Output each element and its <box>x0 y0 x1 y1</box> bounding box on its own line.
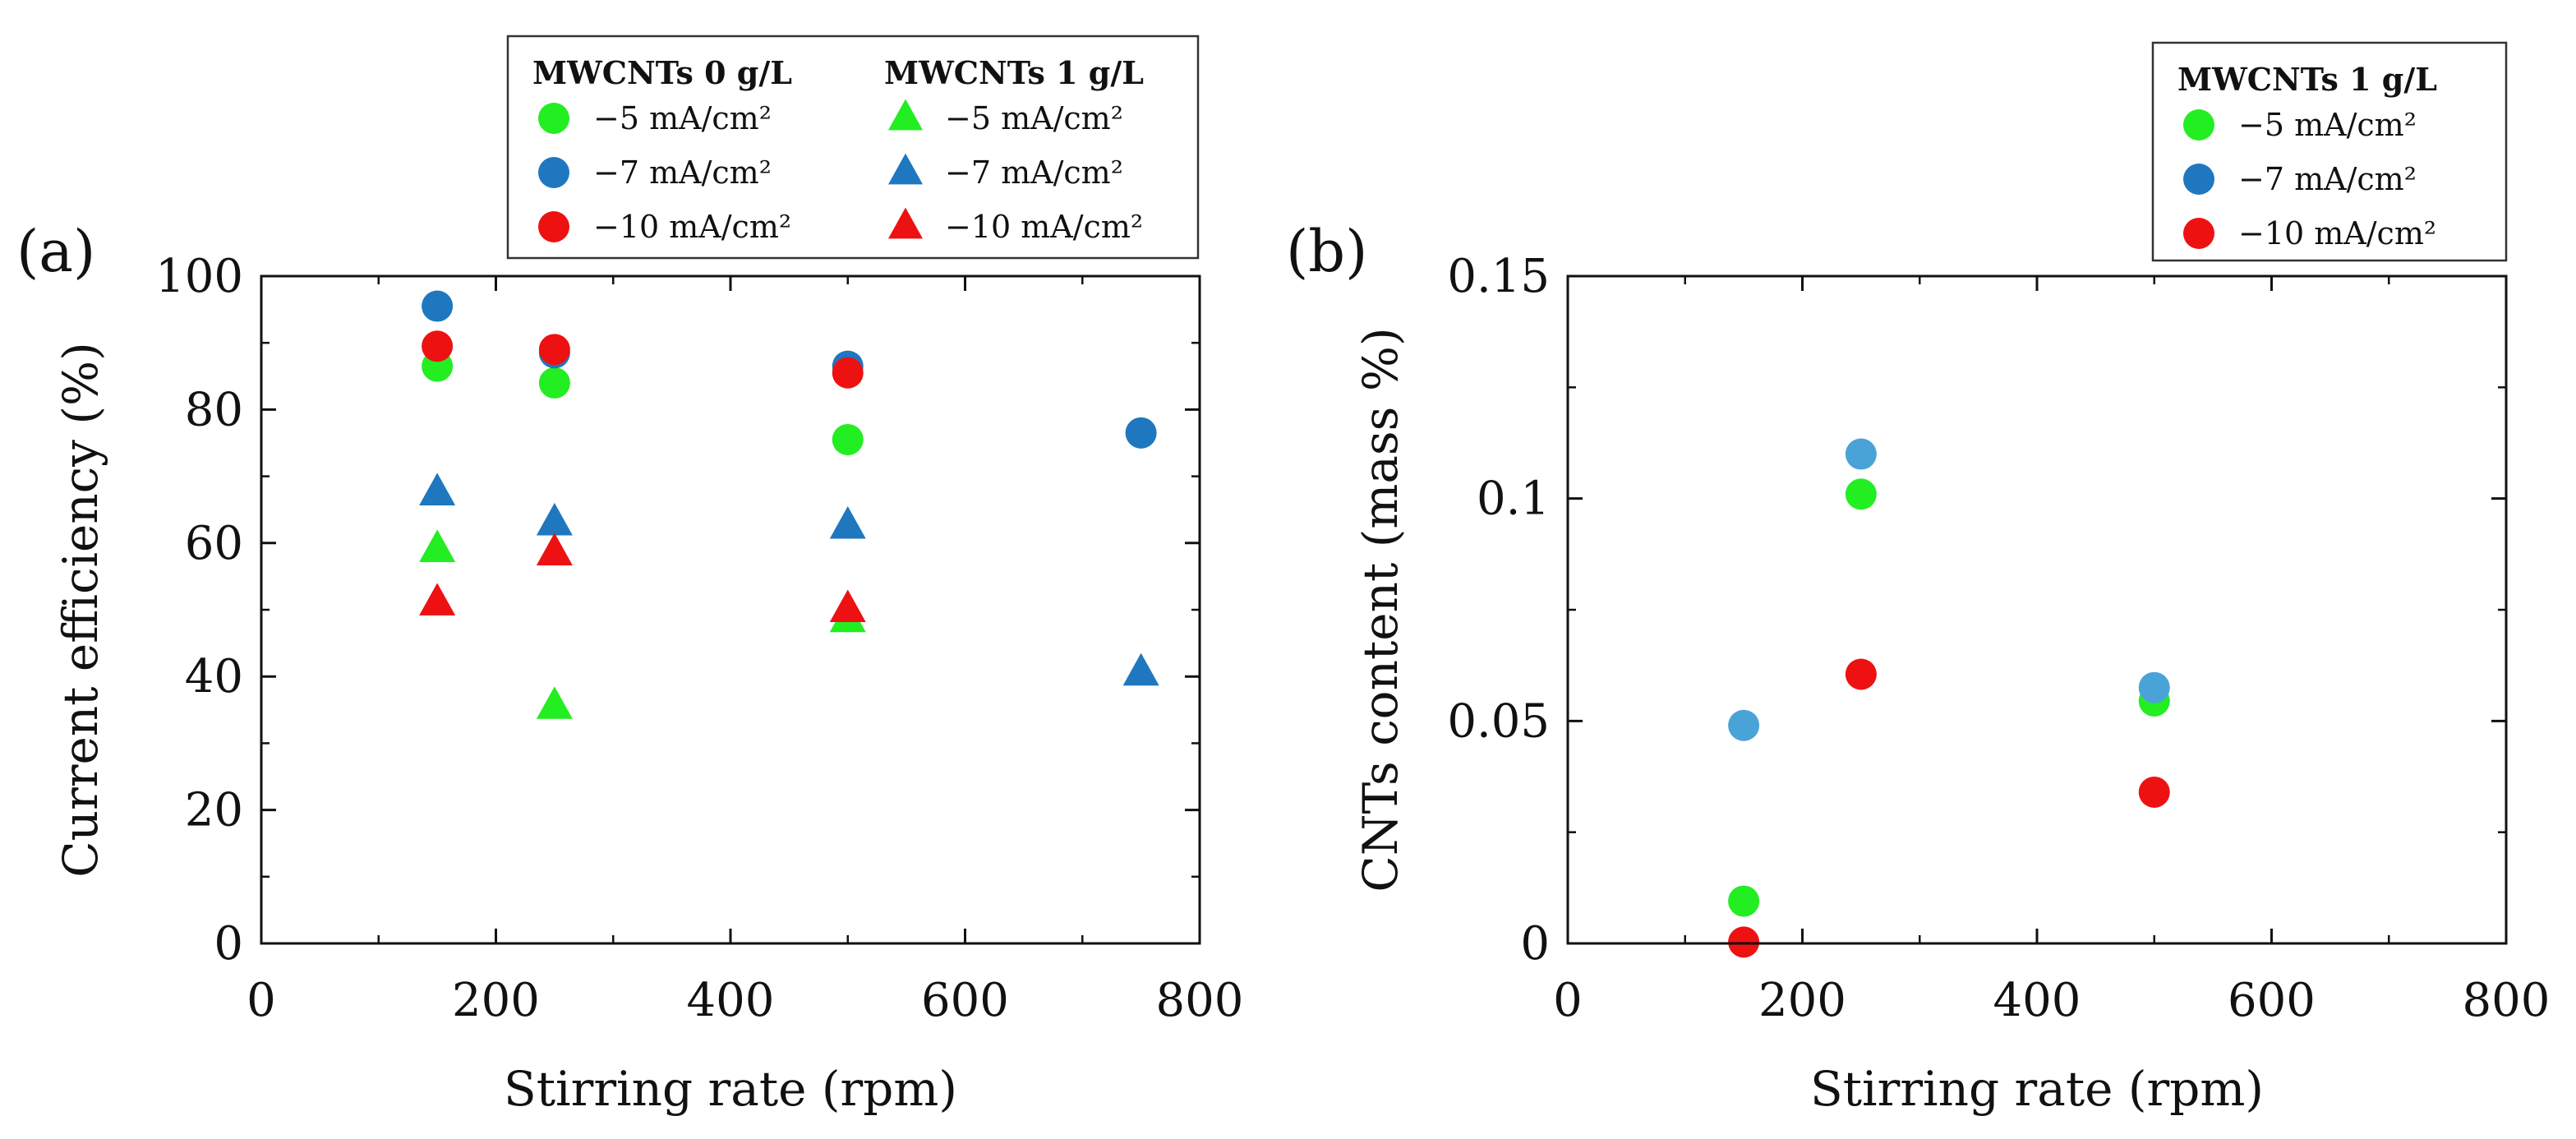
data-point-triangle <box>419 583 456 616</box>
legend-b: MWCNTs 1 g/L −5 mA/cm² −7 mA/cm² −10 mA/cm² <box>2151 41 2508 262</box>
data-point-circle <box>832 357 864 389</box>
y-tick-label: 40 <box>185 650 243 703</box>
data-point-triangle <box>536 686 573 719</box>
legend-marker-circle <box>538 157 569 188</box>
chart-panel-a: MWCNTs 0 g/L −5 mA/cm² −7 mA/cm² −10 mA/cm²… <box>16 35 1243 1117</box>
legend-marker-circle <box>2183 218 2214 249</box>
data-point-circle <box>1728 885 1760 917</box>
legend-label: −7 mA/cm² <box>945 154 1123 191</box>
data-point-circle <box>538 367 570 399</box>
data-point-triangle <box>829 505 866 539</box>
plot-frame-a <box>260 274 1201 945</box>
legend-label: −5 mA/cm² <box>593 100 772 136</box>
legend-group-title: MWCNTs 1 g/L <box>2177 61 2437 98</box>
legend-marker-circle <box>538 211 569 242</box>
legend-marker-triangle <box>888 99 923 131</box>
legend-label: −7 mA/cm² <box>593 154 772 191</box>
y-axis-label-a: Current efficiency (%) <box>53 342 108 877</box>
x-tick-label: 400 <box>1993 974 2081 1027</box>
data-point-circle <box>538 334 570 366</box>
data-point-circle <box>422 290 454 322</box>
legend-marker-circle <box>538 103 569 134</box>
x-axis-label-a: Stirring rate (rpm) <box>504 1061 957 1117</box>
data-point-triangle <box>419 529 456 562</box>
data-point-triangle <box>536 533 573 566</box>
y-tick-label: 80 <box>185 383 243 436</box>
axis-ticks-a: 0 200 400 600 800 0 20 40 60 80 100 <box>155 250 1243 1027</box>
data-point-circle <box>1845 658 1877 690</box>
x-tick-label: 400 <box>687 974 775 1027</box>
legend-box <box>506 35 1200 260</box>
y-tick-label: 0 <box>1520 917 1550 971</box>
legend-label: −5 mA/cm² <box>2238 107 2417 143</box>
data-point-circle <box>1125 417 1157 449</box>
data-point-circle <box>422 330 454 362</box>
data-point-circle <box>1728 709 1760 741</box>
legend-label: −10 mA/cm² <box>945 209 1143 245</box>
x-tick-label: 0 <box>247 974 276 1027</box>
chart-panel-b: MWCNTs 1 g/L −5 mA/cm² −7 mA/cm² −10 mA/cm²… <box>1286 41 2550 1117</box>
x-tick-label: 600 <box>2228 974 2316 1027</box>
legend-label: −10 mA/cm² <box>593 209 791 245</box>
y-tick-label: 0.05 <box>1447 694 1550 748</box>
x-tick-label: 200 <box>452 974 540 1027</box>
legend-label: −10 mA/cm² <box>2238 215 2436 251</box>
panel-label-b: (b) <box>1286 218 1367 285</box>
y-tick-label: 0.15 <box>1447 250 1550 303</box>
data-point-triangle <box>419 473 456 505</box>
data-points-a <box>419 290 1159 719</box>
data-point-triangle <box>829 589 866 623</box>
y-axis-label-b: CNTs content (mass %) <box>1353 327 1408 892</box>
data-point-circle <box>2138 776 2170 808</box>
legend-marker-circle <box>2183 164 2214 195</box>
x-tick-label: 600 <box>921 974 1009 1027</box>
legend-group-title: MWCNTs 1 g/L <box>884 54 1144 91</box>
legend-marker-triangle <box>888 207 923 239</box>
data-point-circle <box>832 423 864 455</box>
data-point-circle <box>1728 926 1760 958</box>
data-point-circle <box>1845 478 1877 510</box>
data-point-triangle <box>1122 653 1159 686</box>
x-axis-label-b: Stirring rate (rpm) <box>1810 1061 2264 1117</box>
legend-label: −5 mA/cm² <box>945 100 1123 136</box>
legend-label: −7 mA/cm² <box>2238 161 2417 197</box>
data-point-triangle <box>536 502 573 536</box>
legend-box <box>2151 41 2508 262</box>
plot-frame-b <box>1566 274 2508 945</box>
legend-marker-circle <box>2183 109 2214 141</box>
x-tick-label: 200 <box>1758 974 1846 1027</box>
axis-ticks-b: 0 200 400 600 800 0 0.05 0.1 0.15 <box>1447 250 2550 1027</box>
y-tick-label: 60 <box>185 517 243 570</box>
x-tick-label: 800 <box>1156 974 1244 1027</box>
data-points-b <box>1728 438 2170 958</box>
legend-group-title: MWCNTs 0 g/L <box>532 54 792 91</box>
data-point-circle <box>2138 671 2170 703</box>
legend-marker-triangle <box>888 153 923 185</box>
y-tick-label: 100 <box>155 250 243 303</box>
x-tick-label: 800 <box>2463 974 2551 1027</box>
x-tick-label: 0 <box>1553 974 1583 1027</box>
legend-a: MWCNTs 0 g/L −5 mA/cm² −7 mA/cm² −10 mA/cm²… <box>506 35 1200 260</box>
y-tick-label: 0.1 <box>1477 473 1550 526</box>
y-tick-label: 0 <box>214 917 243 971</box>
data-point-circle <box>1845 438 1877 470</box>
panel-label-a: (a) <box>16 218 95 285</box>
y-tick-label: 20 <box>185 784 243 837</box>
